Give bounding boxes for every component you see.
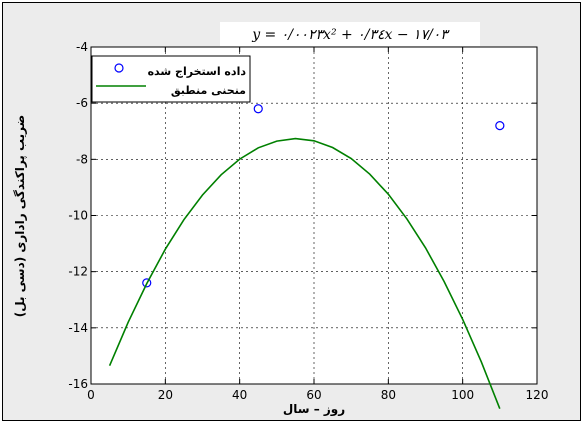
x-tick-label: 100: [451, 388, 474, 402]
data-point-marker: [253, 104, 263, 114]
x-tick-label: 0: [87, 388, 95, 402]
series-layer: [108, 104, 505, 409]
y-axis-label: ضریب پراکندگی راداری (دسی بل): [13, 115, 27, 317]
data-point-marker: [495, 121, 505, 131]
y-tick-label: -10: [68, 209, 88, 223]
legend: داده استخراج شده منحنی منطبق: [91, 55, 251, 103]
y-tick-label: -8: [76, 152, 88, 166]
x-axis-label: روز – سال: [283, 402, 345, 417]
x-tick-label: 60: [306, 388, 321, 402]
x-tick-label: 40: [232, 388, 247, 402]
y-tick-label: -12: [68, 265, 88, 279]
grid-lines: [91, 47, 537, 384]
chart-title: y = ۰/۰۰۲۳x² + ۰/۳٤x − ۱۷/۰۳: [251, 27, 450, 43]
legend-entry-fitted-curve: منحنی منطبق: [171, 84, 246, 97]
y-tick-label: -6: [76, 96, 88, 110]
y-tick-label: -4: [76, 40, 88, 54]
x-tick-label: 80: [381, 388, 396, 402]
y-tick-label: -14: [68, 321, 88, 335]
fitted-curve-line: [108, 137, 501, 409]
data-point-marker: [142, 278, 152, 288]
x-tick-label: 20: [158, 388, 173, 402]
legend-marker-icon: [114, 63, 124, 73]
y-tick-label: -16: [68, 377, 88, 391]
x-tick-label: 120: [526, 388, 549, 402]
axis-ticks: 0 20 40 60 80 100 120 -4 -6 -8 -10 -12 -14 -16: [68, 40, 548, 402]
legend-entry-extracted-data: داده استخراج شده: [148, 65, 247, 79]
title-background: [220, 22, 480, 46]
